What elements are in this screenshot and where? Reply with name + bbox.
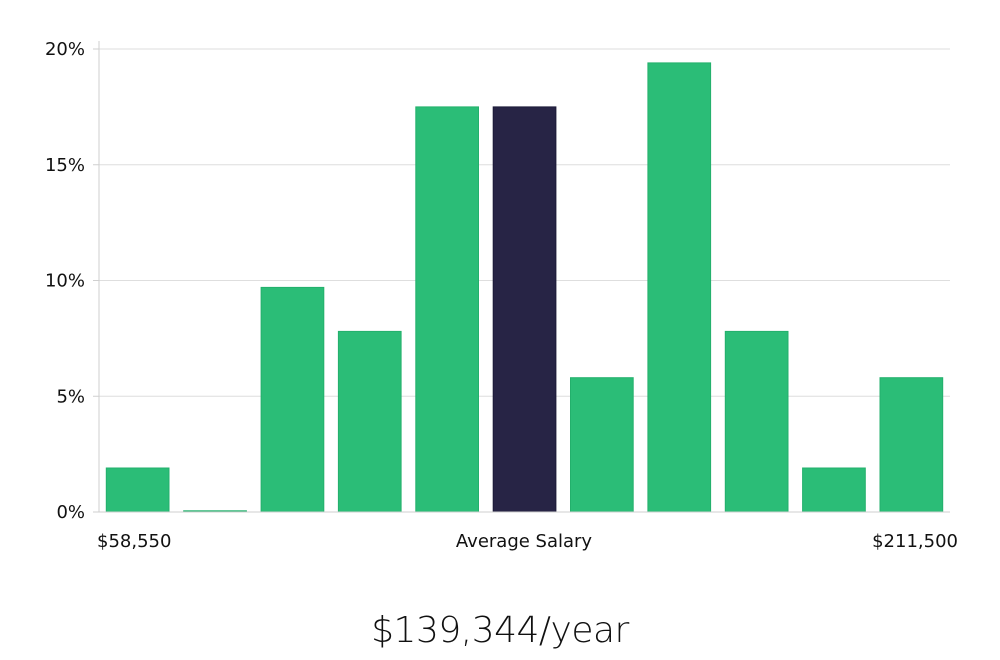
bar (105, 467, 170, 513)
y-axis-ticks: 0% 5% 10% 15% 20% (45, 39, 99, 523)
x-center-label: Average Salary (456, 531, 593, 552)
y-tick-label: 15% (45, 155, 85, 176)
bar (879, 377, 944, 513)
bar (260, 286, 325, 513)
y-tick-label: 10% (45, 271, 85, 292)
average-salary-value: $139,344/year (371, 610, 629, 651)
y-tick-label: 0% (56, 502, 85, 523)
y-tick-label: 20% (45, 39, 85, 60)
x-max-label: $211,500 (872, 531, 958, 552)
bars (105, 62, 944, 513)
bar (647, 62, 712, 513)
x-min-label: $58,550 (97, 531, 171, 552)
bar (724, 330, 789, 513)
bar-average-salary (492, 106, 557, 513)
y-tick-label: 5% (56, 386, 85, 407)
bar (570, 377, 634, 513)
bar (802, 467, 866, 513)
bar (337, 330, 402, 513)
bar (415, 106, 479, 513)
